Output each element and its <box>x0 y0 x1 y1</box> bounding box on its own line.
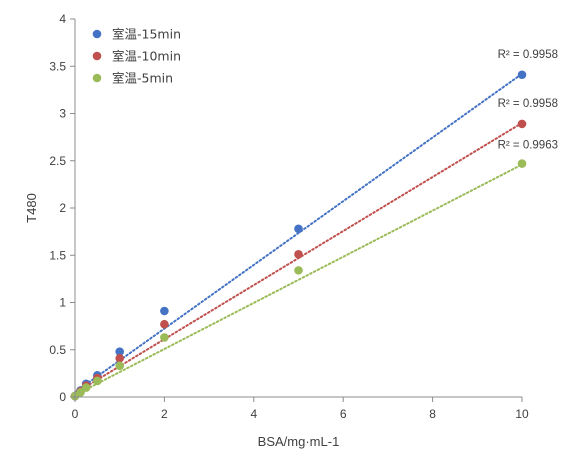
legend-label-series-1: 室温-15min <box>112 27 181 42</box>
y-tick-label: 1.5 <box>49 248 66 262</box>
x-tick-label: 0 <box>72 407 79 421</box>
y-tick-label: 2.5 <box>49 154 66 168</box>
y-axis-ticks: 0 0.5 1 1.5 2 2.5 3 3.5 4 <box>49 12 75 404</box>
x-tick-label: 2 <box>161 407 168 421</box>
y-tick-label: 0.5 <box>49 343 66 357</box>
data-point-series-2 <box>294 250 303 259</box>
y-tick-label: 1 <box>59 296 66 310</box>
legend-marker-series-1 <box>92 29 102 39</box>
y-tick-label: 2 <box>59 201 66 215</box>
x-axis-title: BSA/mg·mL-1 <box>258 434 340 449</box>
data-points <box>70 70 527 401</box>
data-point-series-1 <box>294 224 303 234</box>
x-tick-label: 8 <box>429 407 436 421</box>
r-squared-label: R² = 0.9963 <box>498 140 558 152</box>
y-axis-title: T480 <box>24 193 39 223</box>
data-point-series-3 <box>517 159 527 168</box>
data-point-series-3 <box>115 361 124 371</box>
data-point-series-1 <box>115 347 124 356</box>
data-point-series-3 <box>294 266 303 275</box>
y-tick-label: 3.5 <box>49 59 66 73</box>
y-tick-label: 3 <box>59 107 66 121</box>
x-axis-ticks: 0 2 4 6 8 10 <box>72 397 529 421</box>
legend: 室温-15min 室温-10min 室温-5min <box>92 27 181 86</box>
r-squared-label: R² = 0.9958 <box>498 49 558 61</box>
x-tick-label: 6 <box>340 407 347 421</box>
data-point-series-2 <box>160 319 169 329</box>
legend-label-series-2: 室温-10min <box>112 49 181 64</box>
data-point-series-2 <box>517 119 527 129</box>
r-squared-label: R² = 0.9958 <box>498 98 558 110</box>
data-point-series-3 <box>81 383 91 392</box>
y-tick-label: 4 <box>59 12 66 26</box>
legend-marker-series-3 <box>92 73 102 83</box>
y-tick-label: 0 <box>59 390 66 404</box>
trendline-series-3 <box>74 163 523 397</box>
data-point-series-2 <box>115 353 124 363</box>
x-tick-label: 10 <box>515 407 529 421</box>
data-point-series-1 <box>517 70 527 80</box>
data-point-series-3 <box>93 376 102 386</box>
legend-marker-series-2 <box>92 51 102 61</box>
legend-label-series-3: 室温-5min <box>112 71 173 86</box>
data-point-series-3 <box>160 333 169 342</box>
r-squared-labels: R² = 0.9958 R² = 0.9958 R² = 0.9963 <box>498 49 558 152</box>
trendlines <box>74 72 523 397</box>
x-tick-label: 4 <box>250 407 257 421</box>
data-point-series-1 <box>160 306 169 316</box>
